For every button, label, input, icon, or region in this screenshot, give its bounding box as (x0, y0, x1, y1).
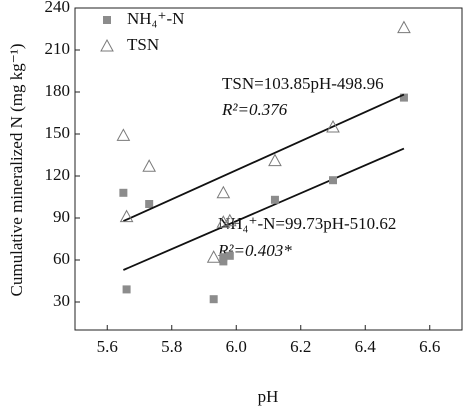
point (122, 285, 131, 294)
point (219, 253, 228, 262)
fit-r2: R²=0.376 (221, 100, 288, 119)
fit-r2: R²=0.403* (217, 241, 292, 260)
point (326, 119, 340, 133)
point (209, 295, 218, 304)
x-tick-label: 6.6 (419, 337, 440, 356)
point (268, 153, 282, 167)
point (329, 176, 337, 185)
y-tick-label: 180 (45, 81, 71, 100)
point (270, 195, 279, 204)
y-tick-label: 90 (53, 207, 70, 226)
point (222, 213, 237, 227)
y-tick-label: 120 (45, 165, 71, 184)
point (119, 188, 128, 197)
x-tick-label: 6.4 (355, 337, 377, 356)
point (116, 128, 131, 141)
x-tick-label: 6.0 (226, 337, 247, 356)
y-axis-label: Cumulative mineralized N (mg kg⁻¹) (7, 44, 26, 297)
y-tick-label: 210 (45, 39, 71, 58)
y-tick-label: 30 (53, 291, 70, 310)
legend-label: NH₄⁺-N (127, 9, 184, 28)
plot-frame (74, 7, 463, 331)
y-tick-label: 150 (45, 123, 71, 142)
point (119, 209, 134, 223)
point (206, 250, 221, 263)
legend-label: TSN (127, 35, 159, 54)
fit-equation: TSN=103.85pH-498.96 (222, 74, 384, 93)
x-tick-label: 6.2 (290, 337, 311, 356)
point (216, 185, 231, 199)
fit-equation: NH₄⁺-N=99.73pH-510.62 (218, 214, 396, 233)
x-axis-label: pH (258, 387, 279, 406)
point (142, 159, 157, 172)
y-tick-label: 60 (53, 249, 70, 268)
legend-marker (100, 38, 114, 52)
point (397, 20, 411, 34)
point (225, 251, 234, 260)
x-tick-label: 5.8 (161, 337, 182, 356)
fit-line (123, 147, 405, 271)
legend-marker (103, 16, 111, 24)
point (399, 93, 408, 102)
y-tick-label: 240 (45, 0, 71, 16)
x-tick-label: 5.6 (97, 337, 118, 356)
fit-line (123, 93, 405, 222)
point (145, 200, 154, 208)
point (219, 257, 228, 266)
